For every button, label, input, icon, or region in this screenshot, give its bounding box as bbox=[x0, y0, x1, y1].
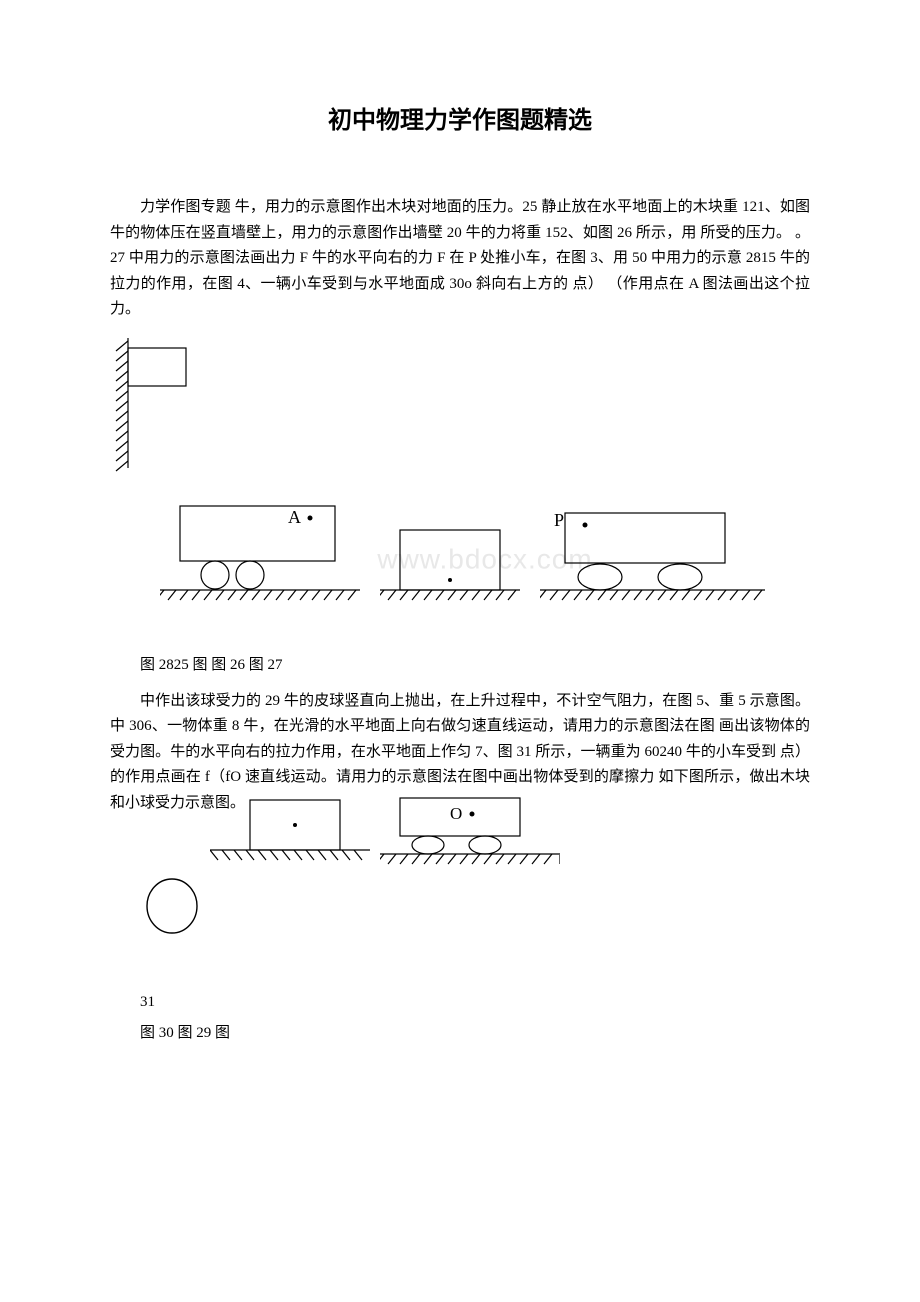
diagram-cart-a: A bbox=[160, 498, 360, 608]
diagram-block-mid bbox=[380, 498, 520, 608]
footer-number: 31 bbox=[110, 994, 810, 1011]
figure-caption-1: 图 2825 图 图 26 图 27 bbox=[110, 653, 810, 674]
diagram-block-hatch-left bbox=[210, 794, 370, 869]
diagram-wall-block bbox=[110, 333, 810, 478]
diagram-cart-o: O bbox=[380, 794, 560, 869]
figure-caption-2: 图 30 图 29 图 bbox=[110, 1021, 810, 1042]
svg-text:A: A bbox=[288, 507, 301, 527]
paragraph-1: 力学作图专题 牛，用力的示意图作出木块对地面的压力。25 静止放在水平地面上的木… bbox=[110, 195, 810, 323]
svg-text:O: O bbox=[450, 804, 462, 823]
diagrams-row-carts: www.bdocx.com A bbox=[160, 498, 810, 608]
svg-text:P: P bbox=[554, 510, 564, 530]
diagram-cart-p: P bbox=[540, 498, 765, 608]
diagrams-row-blocks: O bbox=[210, 794, 810, 869]
page-title: 初中物理力学作图题精选 bbox=[110, 100, 810, 135]
diagram-ball bbox=[140, 874, 810, 944]
